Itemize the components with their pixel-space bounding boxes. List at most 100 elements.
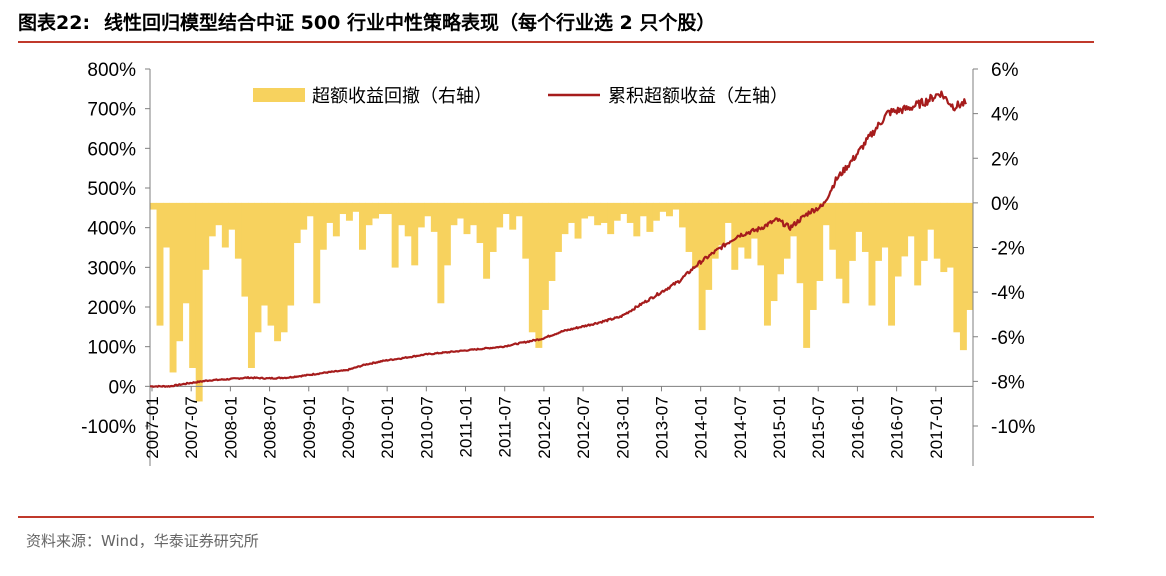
drawdown-bar bbox=[430, 202, 438, 232]
figure-title: 线性回归模型结合中证 500 行业中性策略表现（每个行业选 2 只个股） bbox=[104, 12, 716, 34]
drawdown-bar bbox=[626, 202, 634, 223]
drawdown-bar bbox=[548, 202, 556, 281]
drawdown-bar bbox=[528, 202, 536, 333]
drawdown-bar bbox=[875, 202, 882, 261]
footer-rule bbox=[18, 516, 1094, 518]
drawdown-bar bbox=[959, 202, 967, 351]
x-tick-label: 2011-07 bbox=[496, 396, 515, 457]
drawdown-bar bbox=[718, 202, 726, 246]
drawdown-bar bbox=[613, 202, 621, 221]
drawdown-bar bbox=[888, 202, 896, 326]
left-tick-label: -100% bbox=[81, 417, 136, 438]
drawdown-bar bbox=[777, 202, 784, 275]
drawdown-bar bbox=[666, 202, 673, 217]
right-tick-label: 0% bbox=[991, 194, 1019, 215]
drawdown-bar bbox=[254, 202, 262, 333]
drawdown-bar bbox=[750, 202, 758, 239]
drawdown-bar bbox=[189, 202, 197, 368]
drawdown-bar bbox=[790, 202, 798, 237]
drawdown-bar bbox=[176, 202, 184, 342]
drawdown-bar bbox=[796, 202, 804, 284]
drawdown-bar bbox=[247, 202, 255, 368]
right-tick-label: -8% bbox=[991, 372, 1025, 393]
drawdown-bar bbox=[574, 202, 582, 239]
drawdown-bar bbox=[966, 202, 974, 310]
drawdown-bar bbox=[881, 202, 889, 248]
x-tick-label: 2011-01 bbox=[457, 396, 476, 457]
drawdown-bar bbox=[842, 202, 850, 304]
drawdown-bar bbox=[933, 202, 941, 259]
left-tick-label: 100% bbox=[87, 338, 136, 359]
drawdown-bar bbox=[861, 202, 869, 252]
drawdown-bar bbox=[914, 202, 922, 286]
drawdown-bar bbox=[620, 202, 628, 215]
right-tick-label: -10% bbox=[991, 417, 1035, 438]
drawdown-bar bbox=[359, 202, 366, 250]
drawdown-bar bbox=[822, 202, 830, 226]
drawdown-bar bbox=[855, 202, 863, 232]
left-tick-label: 0% bbox=[109, 377, 137, 398]
drawdown-bar bbox=[385, 202, 393, 215]
drawdown-bar bbox=[502, 202, 510, 215]
axes: -100% 0% 100% 200% 300% 400% 500% 600% 700% 800% -… bbox=[81, 60, 1035, 466]
legend: 超额收益回撤（右轴） 累积超额收益（左轴） bbox=[253, 86, 788, 106]
left-tick-label: 700% bbox=[87, 100, 136, 121]
drawdown-bar bbox=[182, 202, 190, 304]
x-tick-label: 2009-01 bbox=[300, 396, 319, 458]
drawdown-bar bbox=[679, 202, 687, 228]
drawdown-bar bbox=[496, 202, 504, 228]
drawdown-bar bbox=[365, 202, 373, 226]
drawdown-bar bbox=[228, 202, 236, 230]
x-tick-label: 2014-01 bbox=[692, 396, 711, 458]
figure-label: 图表22: bbox=[18, 12, 91, 34]
drawdown-bar bbox=[202, 202, 210, 270]
drawdown-bar bbox=[195, 202, 203, 402]
x-tick-label: 2013-07 bbox=[652, 396, 671, 458]
drawdown-bar bbox=[920, 202, 928, 261]
drawdown-bar bbox=[685, 202, 693, 252]
x-tick-label: 2010-07 bbox=[417, 396, 436, 458]
drawdown-bar bbox=[287, 202, 295, 306]
drawdown-bar bbox=[946, 202, 954, 268]
drawdown-bar bbox=[711, 202, 719, 259]
drawdown-bar bbox=[587, 202, 595, 217]
x-tick-label: 2007-01 bbox=[143, 396, 162, 458]
drawdown-bar bbox=[326, 202, 334, 223]
drawdown-bar bbox=[332, 202, 340, 237]
x-tick-label: 2016-01 bbox=[848, 396, 867, 458]
drawdown-bar bbox=[705, 202, 713, 290]
drawdown-bar bbox=[607, 202, 615, 235]
drawdown-bar bbox=[489, 202, 497, 252]
right-tick-label: 2% bbox=[991, 149, 1019, 170]
cumulative-excess-return-line bbox=[150, 90, 967, 388]
x-tick-label: 2007-07 bbox=[182, 396, 201, 458]
drawdown-bar bbox=[208, 202, 216, 237]
drawdown-bar bbox=[927, 202, 935, 230]
x-tick-label: 2008-01 bbox=[221, 396, 240, 458]
drawdown-bar bbox=[509, 202, 517, 230]
x-tick-label: 2012-01 bbox=[535, 396, 554, 458]
drawdown-bar bbox=[829, 202, 837, 250]
source-note: 资料来源：Wind，华泰证券研究所 bbox=[26, 532, 259, 550]
x-tick-label: 2008-07 bbox=[261, 396, 280, 458]
drawdown-bar bbox=[150, 202, 157, 210]
drawdown-bar bbox=[639, 202, 647, 217]
drawdown-bar bbox=[535, 202, 543, 348]
drawdown-bar bbox=[398, 202, 406, 226]
drawdown-bar bbox=[293, 202, 301, 244]
drawdown-bar bbox=[437, 202, 445, 304]
left-tick-label: 400% bbox=[87, 219, 136, 240]
drawdown-bar bbox=[770, 202, 778, 302]
drawdown-bar bbox=[215, 202, 223, 226]
drawdown-bar bbox=[894, 202, 902, 277]
drawdown-bar bbox=[541, 202, 549, 310]
drawdown-bar bbox=[600, 202, 608, 223]
x-tick-label: 2010-01 bbox=[378, 396, 397, 458]
legend-label-cumulative: 累积超额收益（左轴） bbox=[608, 86, 788, 106]
drawdown-bar bbox=[378, 202, 386, 215]
drawdown-bar bbox=[274, 202, 282, 342]
drawdown-bar bbox=[221, 202, 229, 248]
x-tick-label: 2016-07 bbox=[888, 396, 907, 458]
drawdown-bar bbox=[757, 202, 765, 266]
drawdown-bar bbox=[515, 202, 523, 217]
